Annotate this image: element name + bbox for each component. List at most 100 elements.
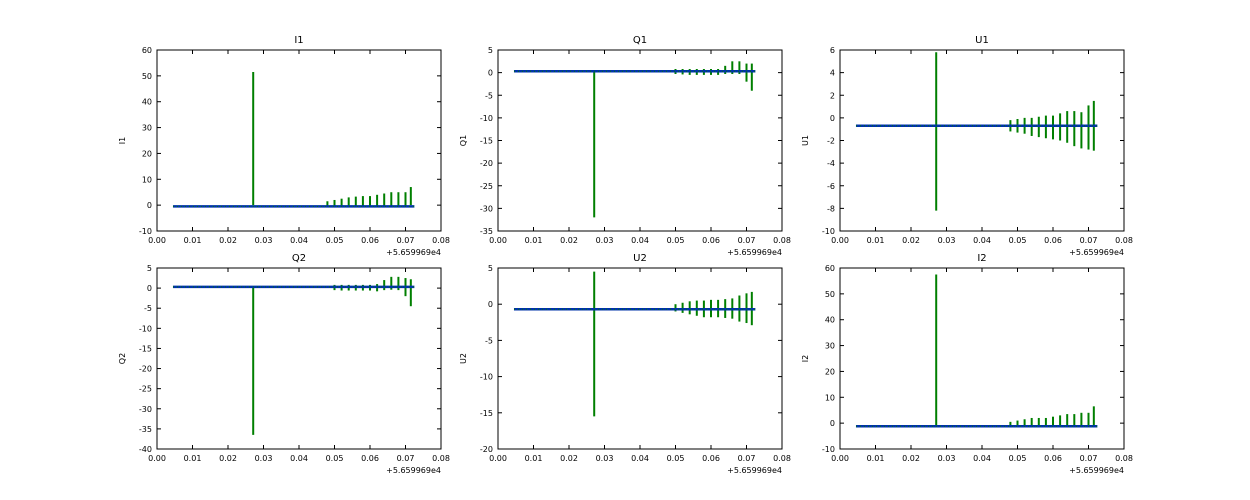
x-tick-label: 0.04 bbox=[631, 454, 649, 463]
y-tick-label: 30 bbox=[825, 342, 835, 351]
chart-title: I2 bbox=[977, 253, 986, 264]
y-tick-label: -10 bbox=[480, 114, 493, 123]
y-tick-label: 60 bbox=[142, 46, 152, 55]
x-tick-label: 0.03 bbox=[255, 236, 273, 245]
x-tick-label: 0.04 bbox=[631, 236, 649, 245]
y-tick-label: 5 bbox=[488, 264, 493, 273]
x-tick-label: 0.01 bbox=[184, 236, 202, 245]
x-tick-label: 0.05 bbox=[667, 236, 685, 245]
x-tick-label: 0.02 bbox=[560, 454, 578, 463]
x-tick-label: 0.06 bbox=[361, 454, 379, 463]
x-offset-label: +5.659969e4 bbox=[1069, 248, 1124, 257]
y-tick-label: -30 bbox=[139, 405, 152, 414]
x-tick-label: 0.05 bbox=[326, 454, 344, 463]
y-tick-label: -6 bbox=[827, 182, 835, 191]
y-axis-label: I1 bbox=[118, 137, 127, 144]
x-tick-label: 0.02 bbox=[219, 454, 237, 463]
y-tick-label: -10 bbox=[139, 324, 152, 333]
x-tick-label: 0.03 bbox=[596, 236, 614, 245]
x-tick-label: 0.07 bbox=[397, 454, 415, 463]
x-tick-label: 0.04 bbox=[973, 236, 991, 245]
x-tick-label: 0.02 bbox=[219, 236, 237, 245]
y-tick-label: 0 bbox=[147, 284, 152, 293]
y-tick-label: 50 bbox=[142, 72, 152, 81]
y-tick-label: -15 bbox=[139, 344, 152, 353]
x-tick-label: 0.01 bbox=[525, 236, 543, 245]
chart-panel-q1: 0.00 0.01 0.02 0.03 0.04 0.05 0.06 0.07 0.08 -35 -… bbox=[459, 35, 791, 257]
y-tick-label: 30 bbox=[142, 124, 152, 133]
x-tick-label: 0.01 bbox=[525, 454, 543, 463]
axes-frame bbox=[156, 267, 442, 450]
x-tick-label: 0.03 bbox=[596, 454, 614, 463]
y-tick-label: -40 bbox=[139, 445, 152, 454]
chart-title: U1 bbox=[975, 35, 989, 46]
y-tick-label: 0 bbox=[830, 114, 835, 123]
x-tick-label: 0.01 bbox=[867, 236, 885, 245]
y-tick-label: 0 bbox=[488, 300, 493, 309]
x-tick-label: 0.06 bbox=[361, 236, 379, 245]
y-tick-label: -5 bbox=[485, 336, 493, 345]
x-tick-label: 0.04 bbox=[290, 454, 308, 463]
x-tick-label: 0.07 bbox=[397, 236, 415, 245]
chart-title: Q2 bbox=[292, 253, 306, 264]
y-tick-label: -25 bbox=[480, 182, 493, 191]
y-tick-label: 6 bbox=[830, 46, 835, 55]
x-tick-label: 0.06 bbox=[1044, 454, 1062, 463]
y-axis-label: I2 bbox=[801, 355, 810, 362]
x-tick-label: 0.07 bbox=[738, 236, 756, 245]
x-tick-label: 0.08 bbox=[773, 454, 791, 463]
y-tick-label: 5 bbox=[147, 264, 152, 273]
y-tick-label: 20 bbox=[142, 149, 152, 158]
x-offset-label: +5.659969e4 bbox=[1069, 466, 1124, 475]
x-offset-label: +5.659969e4 bbox=[386, 248, 441, 257]
x-tick-label: 0.01 bbox=[867, 454, 885, 463]
y-tick-label: -30 bbox=[480, 204, 493, 213]
x-tick-label: 0.07 bbox=[1080, 454, 1098, 463]
axes-frame bbox=[497, 49, 783, 232]
x-tick-label: 0.04 bbox=[973, 454, 991, 463]
y-tick-label: 4 bbox=[830, 69, 835, 78]
x-offset-label: +5.659969e4 bbox=[727, 466, 782, 475]
y-tick-label: -10 bbox=[139, 227, 152, 236]
chart-panel-i1: 0.00 0.01 0.02 0.03 0.04 0.05 0.06 0.07 0.08 -10 0… bbox=[118, 35, 450, 257]
x-tick-label: 0.07 bbox=[738, 454, 756, 463]
chart-panel-u2: 0.00 0.01 0.02 0.03 0.04 0.05 0.06 0.07 0.08 -20 -… bbox=[459, 253, 791, 475]
x-offset-label: +5.659969e4 bbox=[386, 466, 441, 475]
x-tick-label: 0.00 bbox=[831, 454, 849, 463]
y-tick-label: -20 bbox=[139, 365, 152, 374]
x-tick-label: 0.08 bbox=[1115, 236, 1133, 245]
x-tick-label: 0.05 bbox=[1009, 454, 1027, 463]
y-tick-label: 20 bbox=[825, 367, 835, 376]
x-tick-label: 0.05 bbox=[326, 236, 344, 245]
x-tick-label: 0.03 bbox=[938, 236, 956, 245]
y-axis-label: U2 bbox=[459, 353, 468, 364]
x-tick-label: 0.08 bbox=[1115, 454, 1133, 463]
chart-panel-q2: 0.00 0.01 0.02 0.03 0.04 0.05 0.06 0.07 0.08 -40 -… bbox=[118, 253, 450, 475]
chart-title: I1 bbox=[294, 35, 303, 46]
x-tick-label: 0.02 bbox=[902, 454, 920, 463]
chart-title: Q1 bbox=[633, 35, 647, 46]
x-tick-label: 0.08 bbox=[432, 236, 450, 245]
chart-panel-i2: 0.00 0.01 0.02 0.03 0.04 0.05 0.06 0.07 0.08 -10 0… bbox=[801, 253, 1133, 475]
y-tick-label: 40 bbox=[825, 316, 835, 325]
chart-title: U2 bbox=[633, 253, 647, 264]
y-tick-label: 50 bbox=[825, 290, 835, 299]
x-tick-label: 0.00 bbox=[148, 236, 166, 245]
x-tick-label: 0.05 bbox=[667, 454, 685, 463]
x-tick-label: 0.04 bbox=[290, 236, 308, 245]
y-tick-label: 0 bbox=[488, 69, 493, 78]
y-tick-label: 5 bbox=[488, 46, 493, 55]
y-tick-label: -35 bbox=[480, 227, 493, 236]
x-tick-label: 0.06 bbox=[1044, 236, 1062, 245]
y-tick-label: 10 bbox=[142, 175, 152, 184]
y-tick-label: -5 bbox=[485, 91, 493, 100]
y-tick-label: 40 bbox=[142, 98, 152, 107]
x-tick-label: 0.02 bbox=[560, 236, 578, 245]
x-tick-label: 0.00 bbox=[489, 454, 507, 463]
y-tick-label: 2 bbox=[830, 91, 835, 100]
x-tick-label: 0.06 bbox=[702, 454, 720, 463]
y-tick-label: 10 bbox=[825, 393, 835, 402]
y-tick-label: 0 bbox=[830, 419, 835, 428]
y-axis-label: U1 bbox=[801, 135, 810, 146]
